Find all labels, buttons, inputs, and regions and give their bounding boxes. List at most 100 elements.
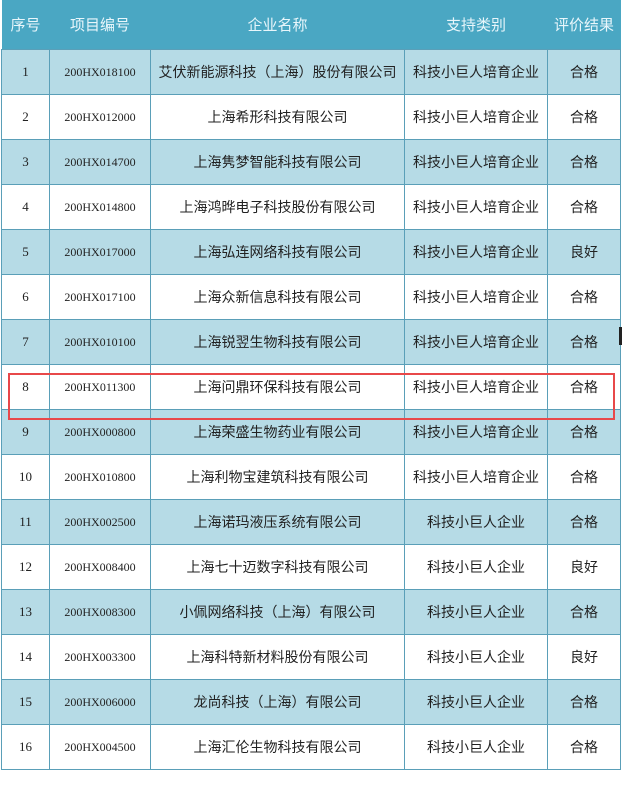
cell-evaluation-result: 合格 — [547, 589, 621, 635]
cell-company-name: 上海荣盛生物药业有限公司 — [150, 409, 405, 455]
table-row: 7 200HX010100 上海锐翌生物科技有限公司 科技小巨人培育企业 合格 — [1, 319, 621, 365]
header-row: 序号 项目编号 企业名称 支持类别 评价结果 — [1, 0, 621, 50]
cell-company-name: 上海希形科技有限公司 — [150, 94, 405, 140]
table-row: 10 200HX010800 上海利物宝建筑科技有限公司 科技小巨人培育企业 合格 — [1, 454, 621, 500]
cell-index: 16 — [1, 724, 50, 770]
table-row: 1 200HX018100 艾伏新能源科技（上海）股份有限公司 科技小巨人培育企业 合格 — [1, 49, 621, 95]
table-row: 5 200HX017000 上海弘连网络科技有限公司 科技小巨人培育企业 良好 — [1, 229, 621, 275]
cell-evaluation-result: 合格 — [547, 319, 621, 365]
cell-evaluation-result: 合格 — [547, 679, 621, 725]
table-row: 12 200HX008400 上海七十迈数字科技有限公司 科技小巨人企业 良好 — [1, 544, 621, 590]
cell-evaluation-result: 合格 — [547, 499, 621, 545]
cell-evaluation-result: 合格 — [547, 454, 621, 500]
cell-support-category: 科技小巨人培育企业 — [404, 409, 548, 455]
cell-evaluation-result: 合格 — [547, 364, 621, 410]
cell-project-code: 200HX012000 — [49, 94, 151, 140]
cell-support-category: 科技小巨人培育企业 — [404, 274, 548, 320]
cell-project-code: 200HX006000 — [49, 679, 151, 725]
cell-support-category: 科技小巨人企业 — [404, 679, 548, 725]
cell-evaluation-result: 合格 — [547, 94, 621, 140]
cell-support-category: 科技小巨人培育企业 — [404, 94, 548, 140]
cell-index: 5 — [1, 229, 50, 275]
cell-support-category: 科技小巨人企业 — [404, 544, 548, 590]
table-row: 13 200HX008300 小佩网络科技（上海）有限公司 科技小巨人企业 合格 — [1, 589, 621, 635]
cell-index: 6 — [1, 274, 50, 320]
cell-company-name: 小佩网络科技（上海）有限公司 — [150, 589, 405, 635]
cell-company-name: 龙尚科技（上海）有限公司 — [150, 679, 405, 725]
cell-evaluation-result: 良好 — [547, 544, 621, 590]
cell-company-name: 上海科特新材料股份有限公司 — [150, 634, 405, 680]
cell-evaluation-result: 合格 — [547, 274, 621, 320]
cell-support-category: 科技小巨人培育企业 — [404, 454, 548, 500]
cell-support-category: 科技小巨人培育企业 — [404, 49, 548, 95]
cell-index: 2 — [1, 94, 50, 140]
table-row: 8 200HX011300 上海问鼎环保科技有限公司 科技小巨人培育企业 合格 — [1, 364, 621, 410]
cell-company-name: 上海七十迈数字科技有限公司 — [150, 544, 405, 590]
cell-support-category: 科技小巨人培育企业 — [404, 229, 548, 275]
cell-project-code: 200HX014800 — [49, 184, 151, 230]
table-row: 16 200HX004500 上海汇伦生物科技有限公司 科技小巨人企业 合格 — [1, 724, 621, 770]
cell-project-code: 200HX017100 — [49, 274, 151, 320]
cell-index: 13 — [1, 589, 50, 635]
cell-support-category: 科技小巨人培育企业 — [404, 184, 548, 230]
table-row: 11 200HX002500 上海诺玛液压系统有限公司 科技小巨人企业 合格 — [1, 499, 621, 545]
cell-company-name: 上海鸿晔电子科技股份有限公司 — [150, 184, 405, 230]
cell-support-category: 科技小巨人企业 — [404, 499, 548, 545]
table-row: 9 200HX000800 上海荣盛生物药业有限公司 科技小巨人培育企业 合格 — [1, 409, 621, 455]
cell-evaluation-result: 合格 — [547, 49, 621, 95]
header-company-name: 企业名称 — [150, 0, 405, 50]
cell-project-code: 200HX004500 — [49, 724, 151, 770]
cell-index: 1 — [1, 49, 50, 95]
cell-company-name: 上海隽梦智能科技有限公司 — [150, 139, 405, 185]
cell-company-name: 上海弘连网络科技有限公司 — [150, 229, 405, 275]
cell-index: 12 — [1, 544, 50, 590]
cell-company-name: 上海问鼎环保科技有限公司 — [150, 364, 405, 410]
header-evaluation-result: 评价结果 — [547, 0, 621, 50]
cell-support-category: 科技小巨人培育企业 — [404, 319, 548, 365]
header-support-category: 支持类别 — [404, 0, 548, 50]
cell-support-category: 科技小巨人培育企业 — [404, 364, 548, 410]
cell-project-code: 200HX011300 — [49, 364, 151, 410]
cell-support-category: 科技小巨人企业 — [404, 724, 548, 770]
cell-company-name: 上海汇伦生物科技有限公司 — [150, 724, 405, 770]
cell-index: 9 — [1, 409, 50, 455]
cell-evaluation-result: 合格 — [547, 724, 621, 770]
table-row: 4 200HX014800 上海鸿晔电子科技股份有限公司 科技小巨人培育企业 合格 — [1, 184, 621, 230]
cell-evaluation-result: 良好 — [547, 229, 621, 275]
cell-evaluation-result: 合格 — [547, 409, 621, 455]
table-row: 2 200HX012000 上海希形科技有限公司 科技小巨人培育企业 合格 — [1, 94, 621, 140]
cell-company-name: 艾伏新能源科技（上海）股份有限公司 — [150, 49, 405, 95]
cell-project-code: 200HX008400 — [49, 544, 151, 590]
cell-support-category: 科技小巨人企业 — [404, 634, 548, 680]
cell-evaluation-result: 良好 — [547, 634, 621, 680]
cell-evaluation-result: 合格 — [547, 184, 621, 230]
cell-company-name: 上海众新信息科技有限公司 — [150, 274, 405, 320]
cell-project-code: 200HX010100 — [49, 319, 151, 365]
evaluation-table: 序号 项目编号 企业名称 支持类别 评价结果 1 200HX018100 艾伏新能源… — [1, 0, 621, 770]
cell-project-code: 200HX014700 — [49, 139, 151, 185]
cell-project-code: 200HX003300 — [49, 634, 151, 680]
table-row: 15 200HX006000 龙尚科技（上海）有限公司 科技小巨人企业 合格 — [1, 679, 621, 725]
cell-index: 4 — [1, 184, 50, 230]
cell-project-code: 200HX018100 — [49, 49, 151, 95]
table-row: 3 200HX014700 上海隽梦智能科技有限公司 科技小巨人培育企业 合格 — [1, 139, 621, 185]
table-row: 6 200HX017100 上海众新信息科技有限公司 科技小巨人培育企业 合格 — [1, 274, 621, 320]
cell-index: 14 — [1, 634, 50, 680]
cell-company-name: 上海利物宝建筑科技有限公司 — [150, 454, 405, 500]
cell-project-code: 200HX002500 — [49, 499, 151, 545]
cell-project-code: 200HX010800 — [49, 454, 151, 500]
cell-index: 3 — [1, 139, 50, 185]
header-project-code: 项目编号 — [49, 0, 151, 50]
cell-company-name: 上海诺玛液压系统有限公司 — [150, 499, 405, 545]
cell-index: 11 — [1, 499, 50, 545]
cell-project-code: 200HX000800 — [49, 409, 151, 455]
cell-project-code: 200HX008300 — [49, 589, 151, 635]
cell-index: 8 — [1, 364, 50, 410]
cell-support-category: 科技小巨人培育企业 — [404, 139, 548, 185]
table-row: 14 200HX003300 上海科特新材料股份有限公司 科技小巨人企业 良好 — [1, 634, 621, 680]
cell-index: 7 — [1, 319, 50, 365]
edge-mark — [619, 327, 622, 345]
cell-evaluation-result: 合格 — [547, 139, 621, 185]
cell-support-category: 科技小巨人企业 — [404, 589, 548, 635]
cell-project-code: 200HX017000 — [49, 229, 151, 275]
